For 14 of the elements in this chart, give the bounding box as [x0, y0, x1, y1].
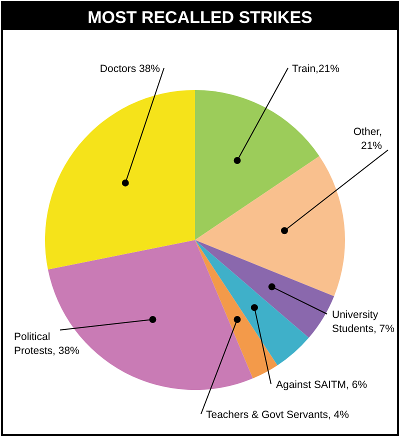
slice-label: Other, 21%	[353, 126, 382, 152]
pie-slice	[195, 240, 309, 366]
pie-slice	[195, 240, 334, 338]
slice-label: Against SAITM, 6%	[276, 379, 368, 391]
pie-slice	[195, 240, 278, 378]
slice-label: Political Protests, 38%	[14, 331, 80, 357]
slice-label: Train,21%	[292, 63, 340, 75]
pie-slice	[195, 156, 345, 296]
slice-label: University Students, 7%	[332, 309, 394, 335]
pie-slice	[45, 90, 195, 270]
chart-title: MOST RECALLED STRIKES	[88, 8, 312, 27]
slice-label: Teachers & Govt Servants, 4%	[206, 409, 349, 421]
slice-label: Doctors 38%	[100, 63, 160, 75]
pie-slice	[195, 90, 320, 240]
